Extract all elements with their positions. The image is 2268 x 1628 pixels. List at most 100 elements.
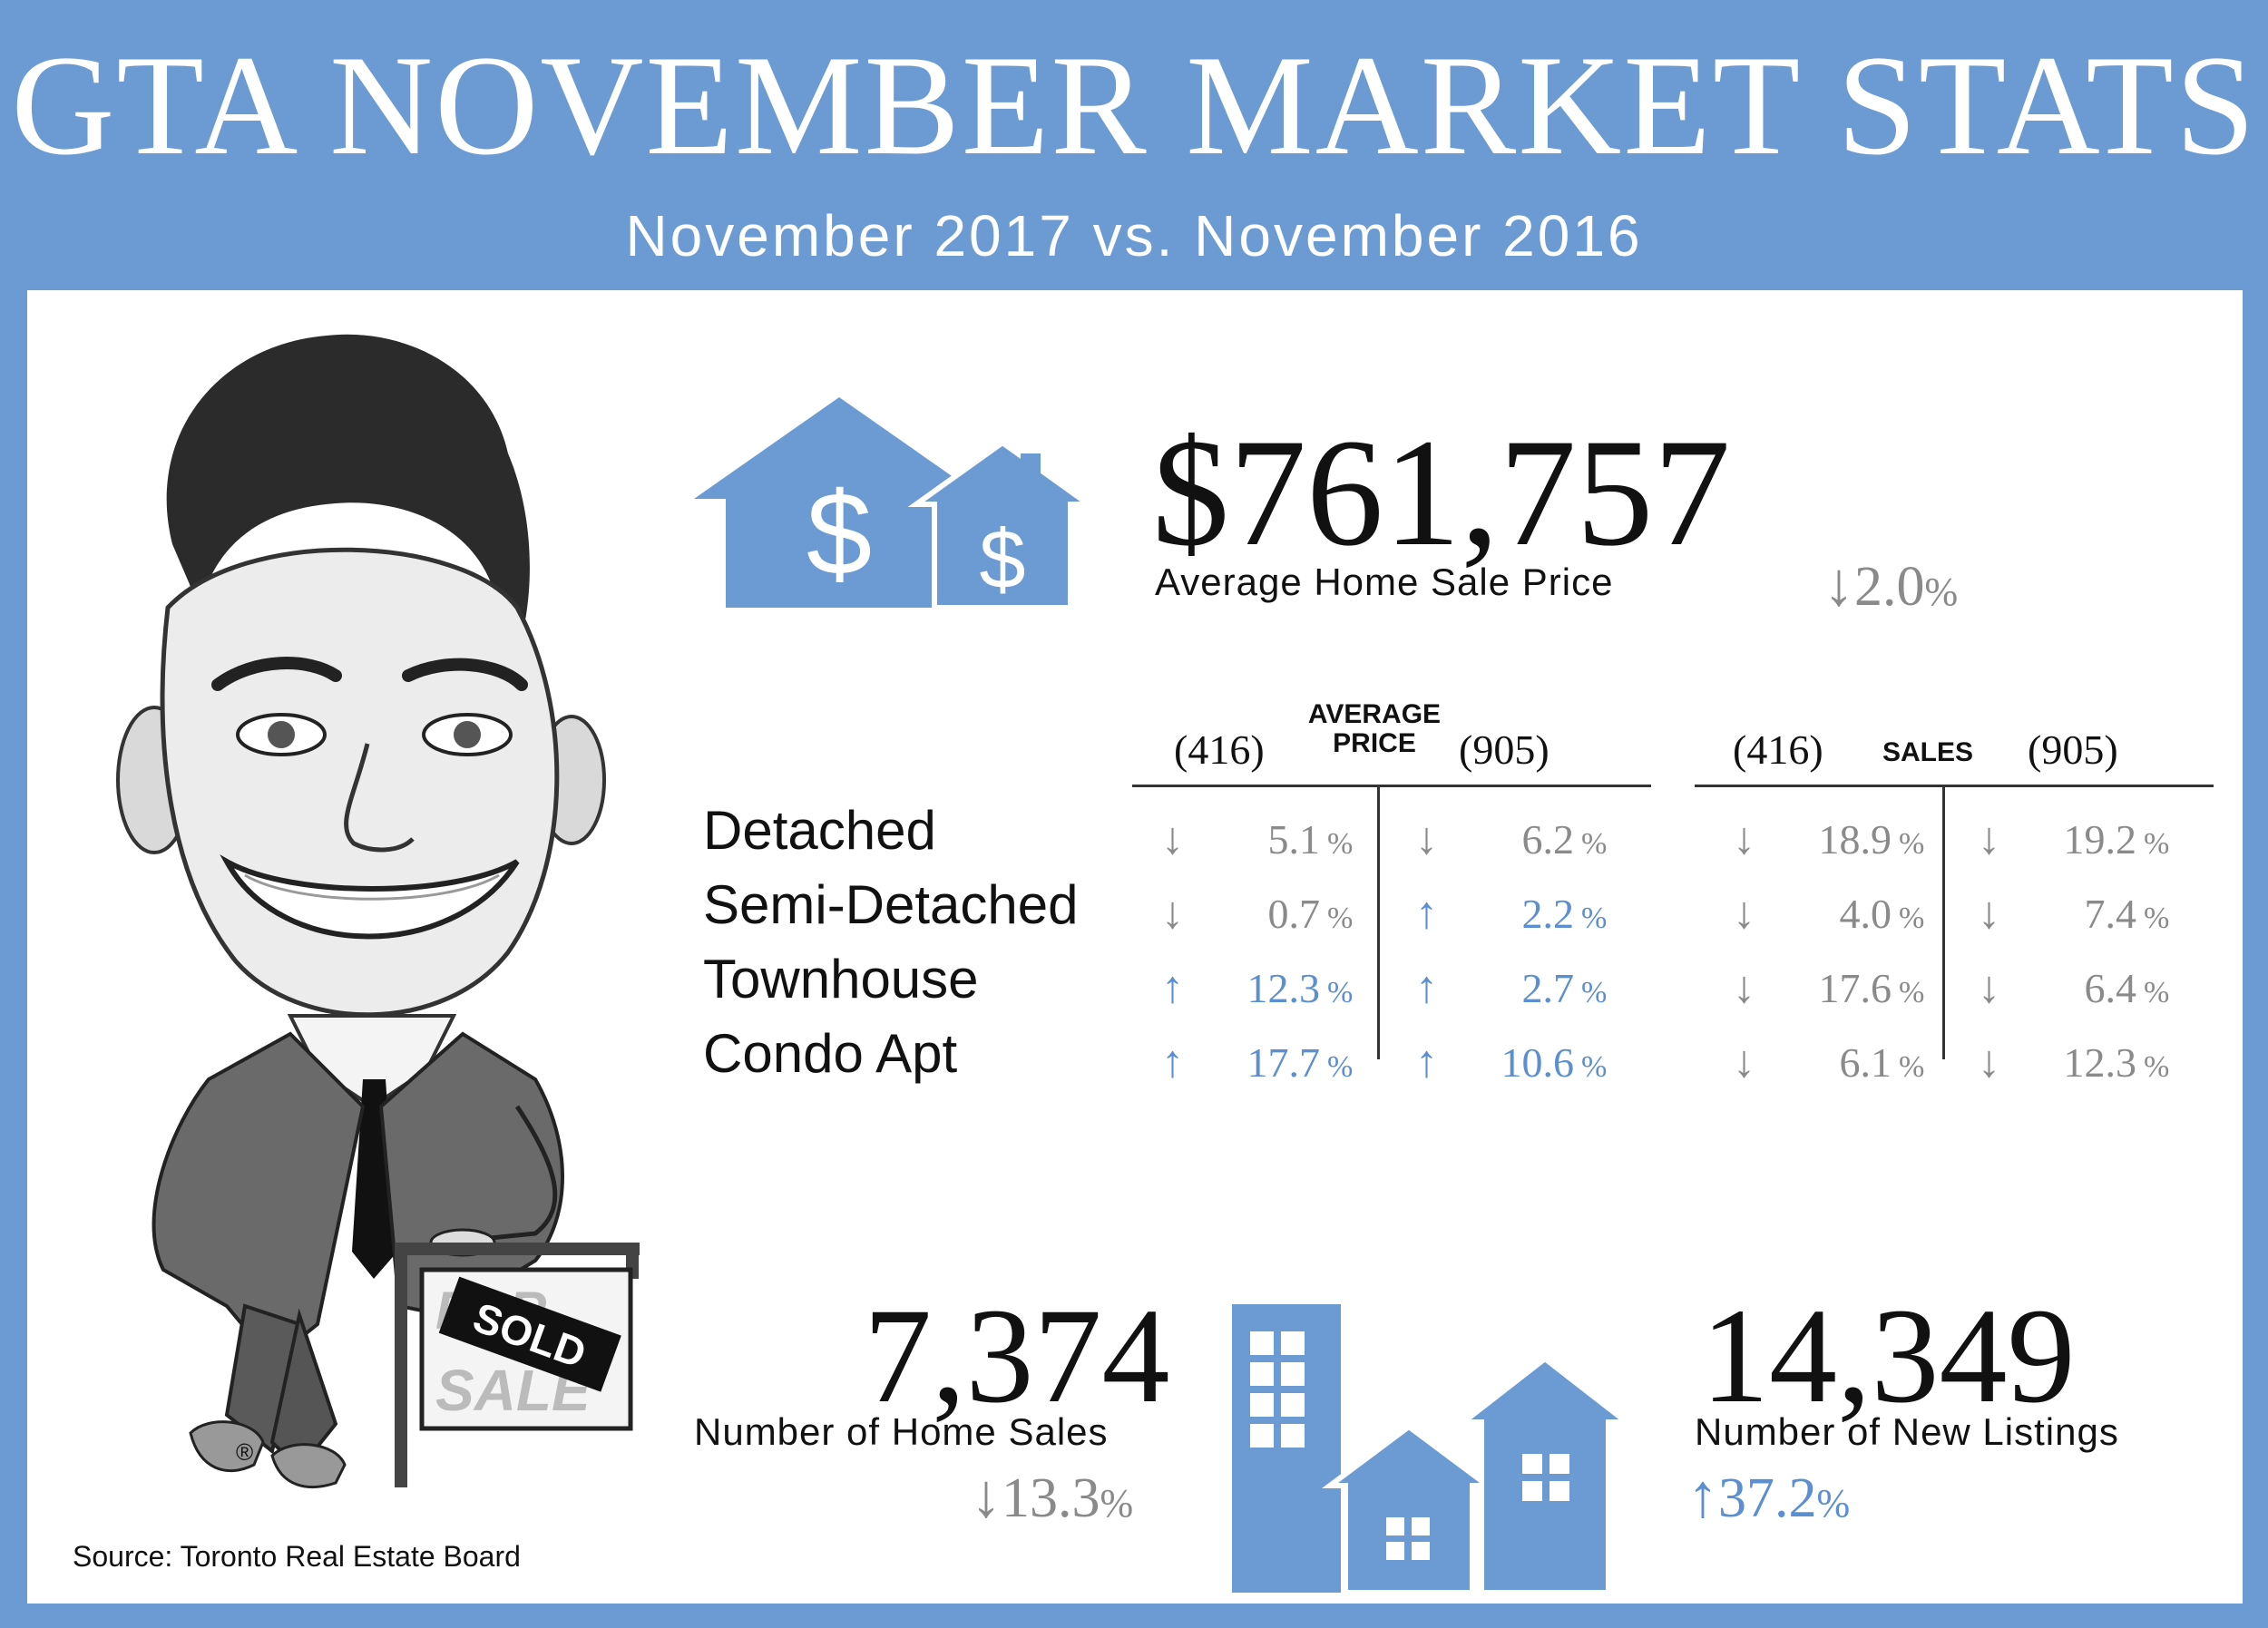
sales-905-header: (905) — [2028, 726, 2118, 773]
cell-pct: % — [2144, 902, 2170, 935]
svg-text:$: $ — [979, 513, 1025, 606]
realtor-caricature-icon: FOR SALE SOLD ® — [116, 334, 640, 1489]
cell-sales-416: ↓ 4.0% — [1733, 886, 1941, 939]
cell-price-416: ↑ 12.3% — [1161, 960, 1370, 1013]
avg-price-header: AVERAGE PRICE — [1297, 700, 1452, 757]
cell-pct: % — [1327, 827, 1354, 861]
new-listings-value: 14,349 — [1701, 1281, 2076, 1431]
cell-sales-416: ↓ 18.9% — [1733, 812, 1941, 864]
arrow-down-icon: ↓ — [1978, 961, 2000, 1012]
row-label: Townhouse — [703, 949, 979, 1009]
arrow-down-icon: ↓ — [1978, 813, 2000, 863]
page-title: GTA NOVEMBER MARKET STATS — [11, 26, 2257, 185]
page-subtitle: November 2017 vs. November 2016 — [625, 203, 1643, 268]
cell-pct: % — [1899, 1050, 1925, 1084]
cell-value: 18.9 — [1818, 816, 1892, 863]
home-sales-change: ↓13.3% — [971, 1460, 1133, 1532]
cell-pct: % — [2144, 1050, 2170, 1084]
row-label: Detached — [703, 800, 936, 861]
cell-pct: % — [1327, 902, 1354, 935]
avg-price-change-value: 2.0 — [1854, 556, 1925, 618]
cell-sales-905: ↓ 7.4% — [1978, 886, 2186, 939]
cell-pct: % — [1581, 902, 1608, 935]
arrow-up-icon: ↑ — [1161, 961, 1184, 1012]
cell-sales-905: ↓ 19.2% — [1978, 812, 2186, 864]
new-listings-change-value: 37.2 — [1718, 1467, 1817, 1529]
cell-price-905: ↑ 10.6% — [1415, 1035, 1624, 1087]
row-label: Condo Apt — [703, 1023, 958, 1084]
arrow-up-icon: ↑ — [1415, 887, 1438, 938]
arrow-down-icon: ↓ — [1733, 887, 1755, 938]
cell-price-905: ↑ 2.2% — [1415, 886, 1624, 939]
row-label: Semi-Detached — [703, 874, 1079, 935]
source-note: Source: Toronto Real Estate Board — [73, 1540, 521, 1573]
arrow-down-icon: ↓ — [1415, 813, 1438, 863]
new-listings-label: Number of New Listings — [1695, 1410, 2119, 1453]
cell-pct: % — [1581, 1050, 1608, 1084]
avg-price-change-pct: % — [1924, 570, 1959, 614]
arrow-down-icon: ↓ — [1733, 1036, 1755, 1087]
cell-sales-416: ↓ 6.1% — [1733, 1035, 1941, 1087]
new-listings-change: ↑37.2% — [1687, 1460, 1850, 1532]
cell-value: 0.7 — [1267, 891, 1321, 937]
new-listings-change-pct: % — [1816, 1481, 1851, 1526]
buildings-icon — [1232, 1304, 1635, 1594]
avg-price-value: $761,757 — [1152, 407, 1731, 578]
cell-pct: % — [1899, 827, 1925, 861]
cell-value: 6.2 — [1521, 816, 1575, 863]
cell-value: 2.7 — [1521, 965, 1575, 1011]
cell-pct: % — [1327, 1050, 1354, 1084]
cell-price-905: ↓ 6.2% — [1415, 812, 1624, 864]
arrow-up-icon: ↑ — [1161, 1036, 1184, 1087]
cell-value: 19.2 — [2063, 816, 2137, 863]
arrow-down-icon: ↓ — [1161, 813, 1184, 863]
registered-mark: ® — [236, 1438, 253, 1466]
arrow-up-icon: ↑ — [1415, 961, 1438, 1012]
arrow-down-icon: ↓ — [1823, 550, 1854, 619]
svg-text:$: $ — [807, 467, 872, 600]
cell-value: 17.6 — [1818, 965, 1892, 1011]
cell-sales-905: ↓ 6.4% — [1978, 960, 2186, 1013]
arrow-down-icon: ↓ — [1978, 887, 2000, 938]
content-panel: FOR SALE SOLD ® $ $ $761,757 Average Hom… — [27, 290, 2243, 1604]
sales-rule — [1695, 785, 2214, 787]
cell-value: 12.3 — [2063, 1039, 2137, 1086]
cell-price-416: ↑ 17.7% — [1161, 1035, 1370, 1087]
home-sales-change-value: 13.3 — [1002, 1467, 1100, 1529]
cell-price-905: ↑ 2.7% — [1415, 960, 1624, 1013]
cell-price-416: ↓ 0.7% — [1161, 886, 1370, 939]
avg-price-header-line1: AVERAGE — [1307, 699, 1442, 729]
cell-value: 17.7 — [1246, 1039, 1321, 1086]
arrow-up-icon: ↑ — [1687, 1461, 1718, 1530]
cell-pct: % — [1899, 976, 1925, 1009]
home-sales-change-pct: % — [1100, 1481, 1134, 1526]
cell-pct: % — [1327, 976, 1354, 1009]
house-dollar-icon: $ $ — [694, 397, 1098, 610]
cell-value: 10.6 — [1501, 1039, 1575, 1086]
cell-pct: % — [1581, 976, 1608, 1009]
avg-price-rule — [1132, 785, 1651, 787]
arrow-down-icon: ↓ — [1978, 1036, 2000, 1087]
cell-pct: % — [1581, 827, 1608, 861]
avg-price-905-header: (905) — [1459, 726, 1549, 773]
cell-value: 6.4 — [2084, 965, 2137, 1011]
arrow-down-icon: ↓ — [1733, 961, 1755, 1012]
cell-value: 2.2 — [1521, 891, 1575, 937]
sales-416-header: (416) — [1733, 726, 1823, 773]
home-sales-label: Number of Home Sales — [694, 1410, 1109, 1453]
arrow-down-icon: ↓ — [1733, 813, 1755, 863]
cell-sales-905: ↓ 12.3% — [1978, 1035, 2186, 1087]
cell-value: 4.0 — [1839, 891, 1892, 937]
arrow-down-icon: ↓ — [971, 1461, 1002, 1530]
avg-price-header-line2: PRICE — [1333, 727, 1416, 758]
arrow-down-icon: ↓ — [1161, 887, 1184, 938]
home-sales-value: 7,374 — [864, 1281, 1170, 1431]
avg-price-416-header: (416) — [1174, 726, 1265, 773]
cell-pct: % — [1899, 902, 1925, 935]
cell-pct: % — [2144, 827, 2170, 861]
sales-header: SALES — [1882, 737, 1974, 767]
cell-value: 6.1 — [1839, 1039, 1892, 1086]
sales-divider — [1942, 787, 1945, 1059]
avg-price-label: Average Home Sale Price — [1155, 561, 1614, 603]
